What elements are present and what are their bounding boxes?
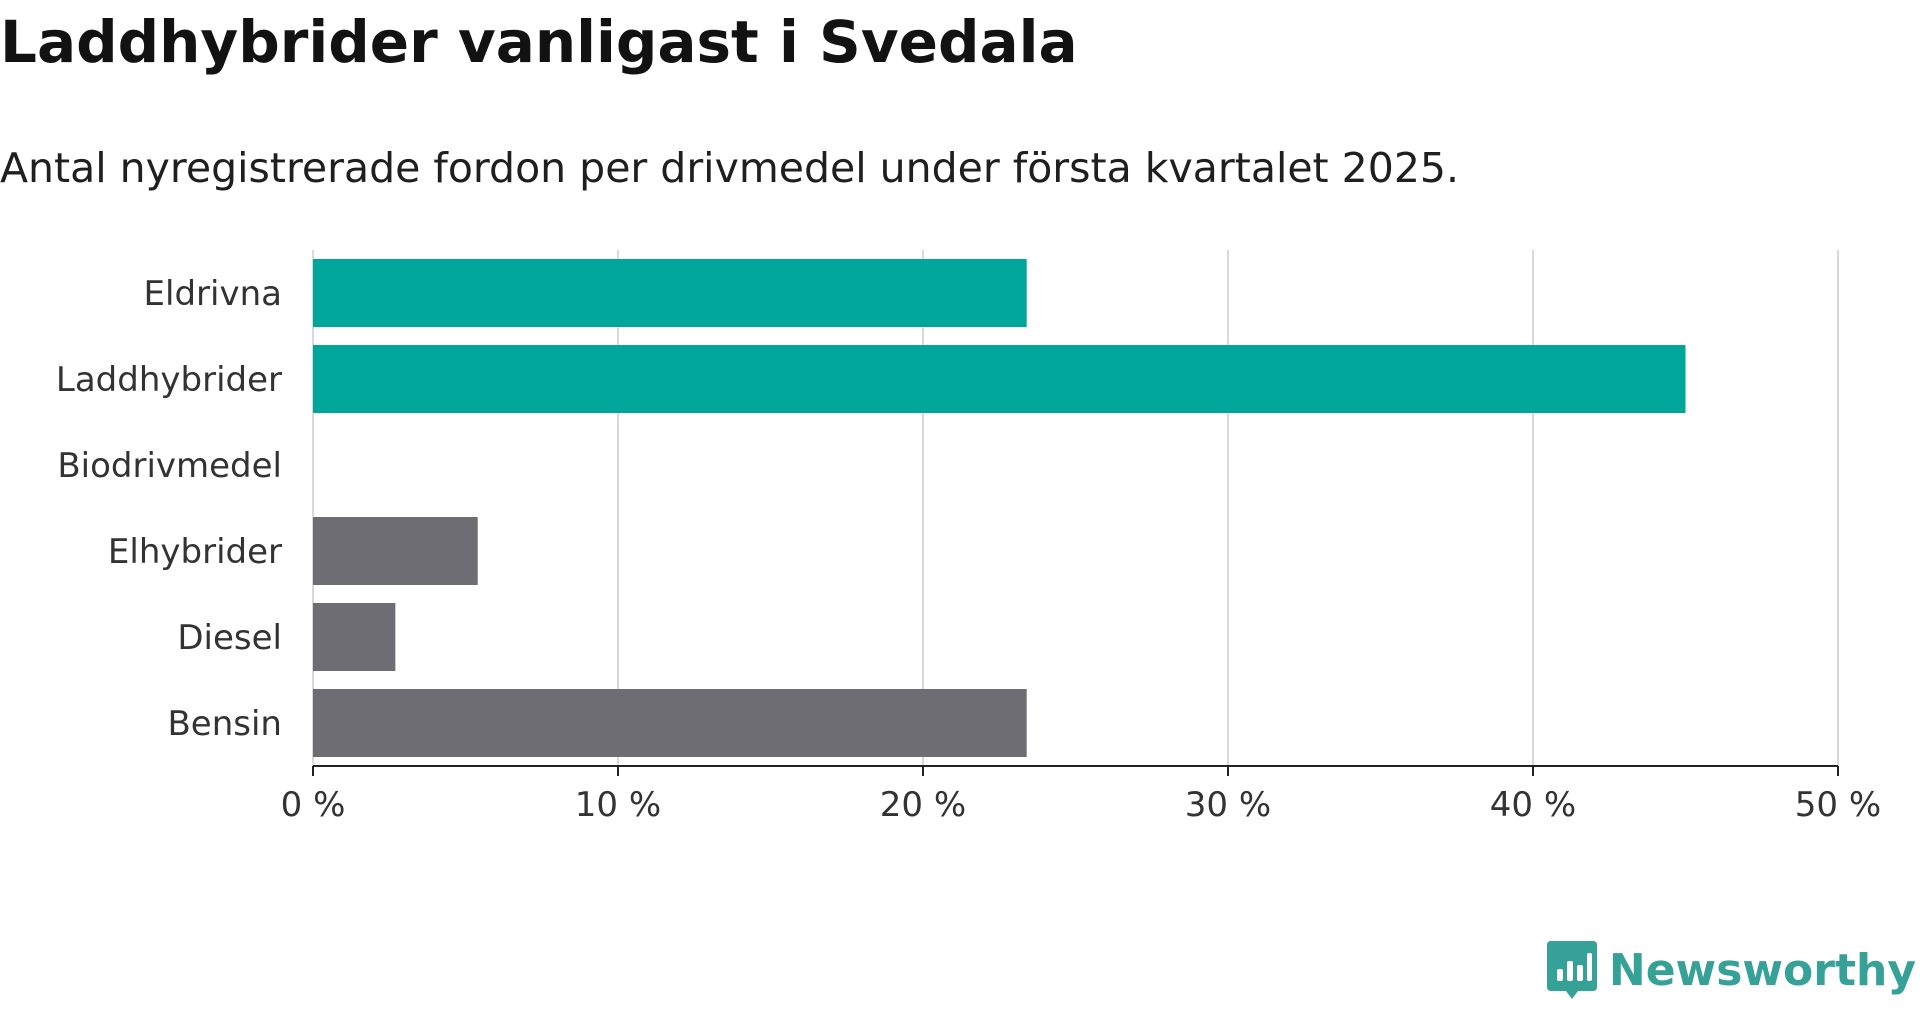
category-label: Laddhybrider <box>56 360 282 400</box>
bar-laddhybrider <box>313 345 1686 413</box>
x-tick-label: 40 % <box>1490 785 1576 825</box>
bar-diesel <box>313 603 396 671</box>
gridlines <box>312 250 1839 766</box>
category-label: Biodrivmedel <box>57 446 282 486</box>
bar-eldrivna <box>313 259 1027 327</box>
category-label: Elhybrider <box>108 532 282 572</box>
x-tick-label: 30 % <box>1185 785 1271 825</box>
category-label: Bensin <box>167 704 282 744</box>
brand-logo: Newsworthy <box>1546 930 1916 1010</box>
x-tick-label: 50 % <box>1795 785 1881 825</box>
bar-elhybrider <box>313 517 478 585</box>
brand-name: Newsworthy <box>1608 944 1916 996</box>
chart-subtitle: Antal nyregistrerade fordon per drivmede… <box>0 144 1460 192</box>
category-label: Eldrivna <box>144 274 282 314</box>
x-axis: 0 % 10 % 20 % 30 % 40 % 50 % <box>281 765 1881 825</box>
chart-title: Laddhybrider vanligast i Svedala <box>0 8 1078 76</box>
category-label: Diesel <box>177 618 282 658</box>
bars <box>313 259 1686 757</box>
x-tick-label: 10 % <box>575 785 661 825</box>
newsworthy-logo-icon <box>1546 941 1597 999</box>
bar-bensin <box>313 689 1027 757</box>
x-tick-label: 20 % <box>880 785 966 825</box>
category-labels: Eldrivna Laddhybrider Biodrivmedel Elhybrid… <box>56 274 282 744</box>
x-tick-label: 0 % <box>281 785 346 825</box>
